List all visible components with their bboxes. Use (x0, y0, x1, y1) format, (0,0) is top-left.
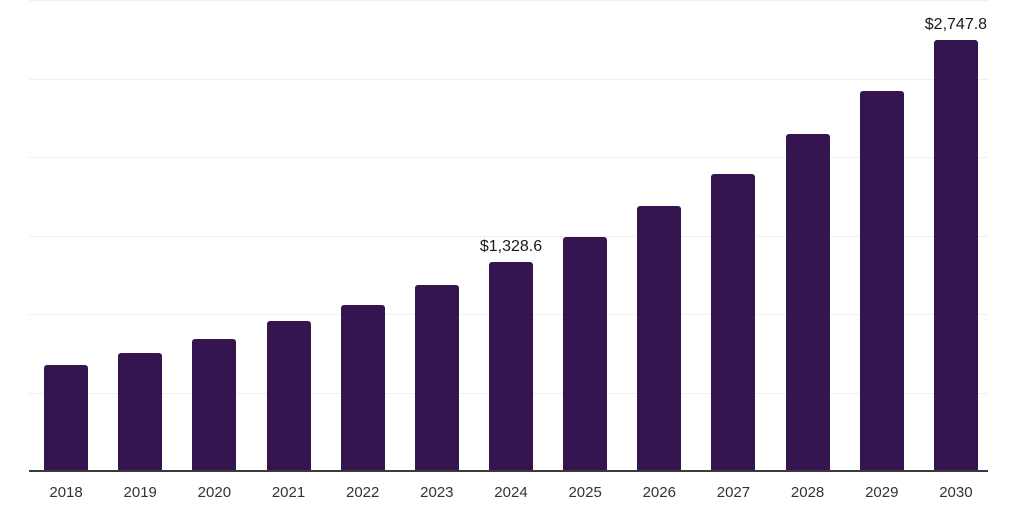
x-tick-label-2023: 2023 (420, 484, 454, 501)
bar-2018 (44, 364, 89, 471)
bar-2022 (340, 304, 385, 471)
gridline (29, 157, 988, 158)
bar-2029 (859, 90, 904, 471)
x-tick-label-2022: 2022 (345, 484, 380, 501)
bar-2023 (414, 284, 459, 471)
bar-2019 (118, 352, 163, 471)
bar-2025 (563, 237, 608, 471)
bar-2027 (711, 173, 756, 471)
gridline (29, 236, 988, 237)
x-axis-line (29, 470, 988, 472)
gridline (29, 0, 988, 1)
x-tick-label-2026: 2026 (642, 484, 676, 501)
bar-2024 (489, 262, 533, 471)
x-tick-label-2028: 2028 (790, 484, 825, 501)
x-tick-label-2019: 2019 (123, 484, 157, 501)
bar-2030 (933, 39, 978, 471)
x-tick-label-2030: 2030 (939, 484, 973, 501)
bar-2026 (637, 206, 682, 471)
bar-2028 (785, 134, 830, 471)
bar-value-label-2024: $1,328.6 (479, 238, 543, 256)
x-tick-label-2024: 2024 (494, 484, 528, 501)
gridline (29, 79, 988, 80)
x-tick-label-2020: 2020 (197, 484, 232, 501)
bar-2021 (266, 321, 311, 471)
x-tick-label-2027: 2027 (716, 484, 751, 501)
x-tick-label-2021: 2021 (271, 484, 306, 501)
x-tick-label-2025: 2025 (568, 484, 602, 501)
x-tick-label-2018: 2018 (49, 484, 83, 501)
bar-2020 (192, 338, 237, 471)
x-tick-label-2029: 2029 (865, 484, 899, 501)
bar-value-label-2030: $2,747.8 (924, 15, 988, 33)
